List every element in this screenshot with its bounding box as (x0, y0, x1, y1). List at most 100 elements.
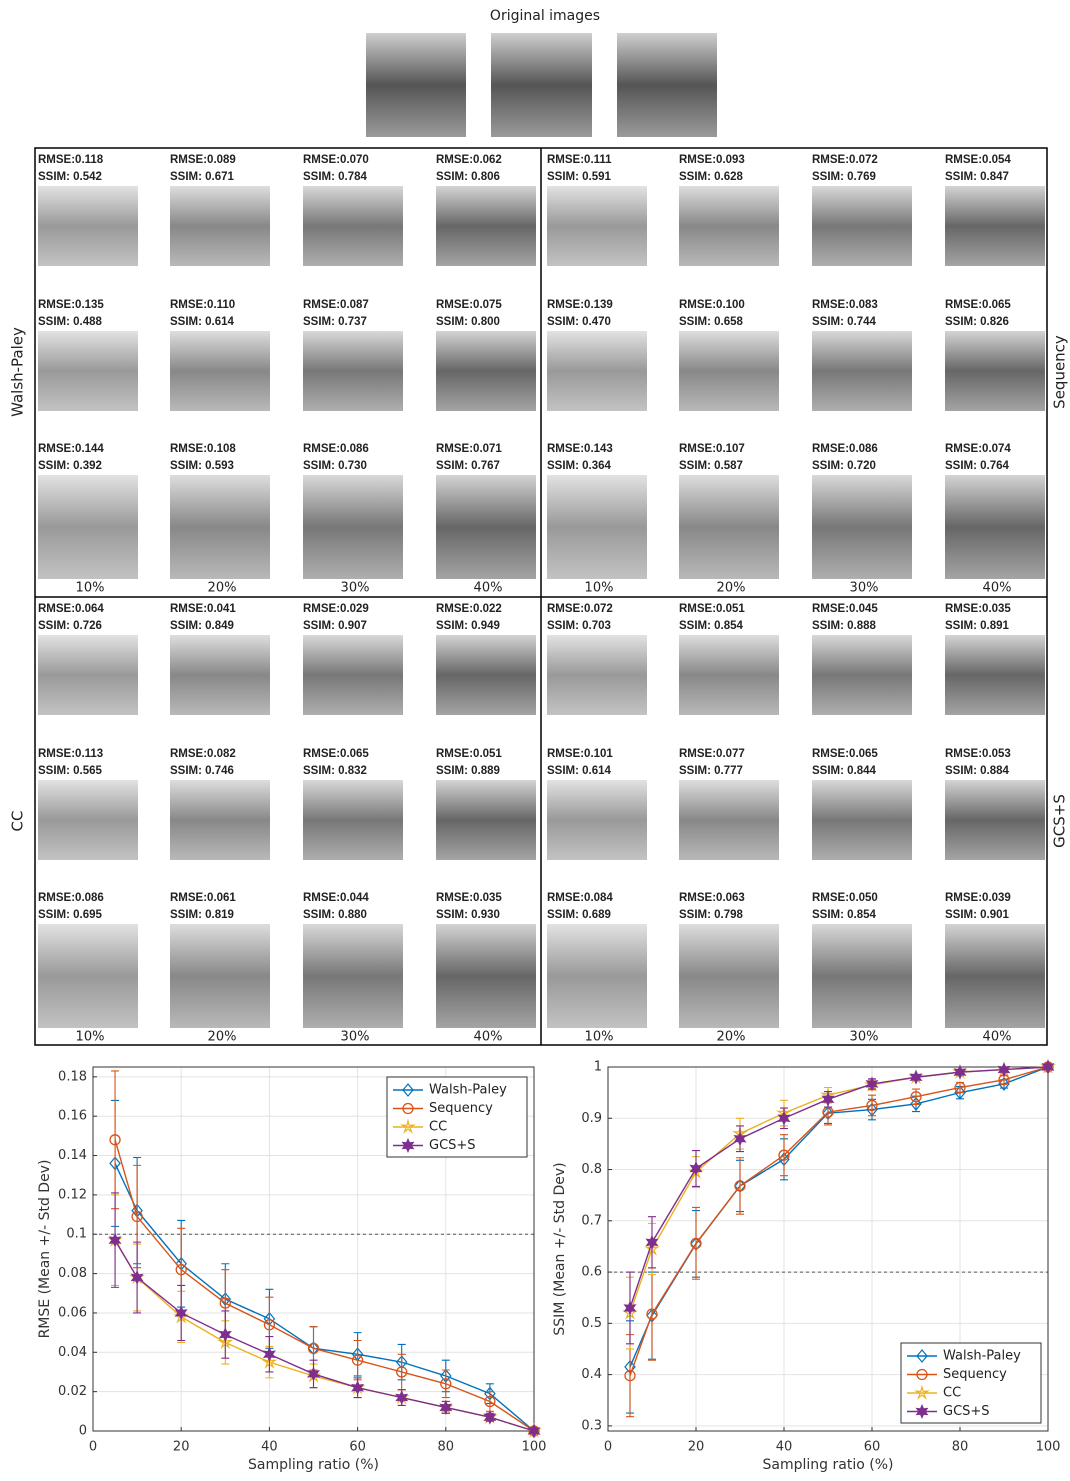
ssim-label: SSIM: 0.767 (436, 460, 500, 472)
rmse-label: RMSE:0.070 (303, 154, 369, 166)
x-tick-label: 20 (688, 1440, 705, 1455)
ssim-label: SSIM: 0.949 (436, 620, 500, 632)
ssim-label: SSIM: 0.930 (436, 909, 500, 921)
rmse-label: RMSE:0.113 (38, 748, 103, 760)
rmse-label: RMSE:0.065 (812, 748, 878, 760)
reconstruction-image (303, 635, 403, 715)
ssim-label: SSIM: 0.744 (812, 316, 877, 328)
reconstruction-image (945, 635, 1045, 715)
rmse-label: RMSE:0.101 (547, 748, 613, 760)
reconstruction-image (436, 331, 536, 411)
reconstruction-image (812, 331, 912, 411)
x-tick-label: 80 (438, 1440, 455, 1455)
rmse-label: RMSE:0.077 (679, 748, 745, 760)
ratio-label: 20% (208, 581, 237, 596)
y-tick-label: 0.04 (58, 1345, 87, 1360)
original-image (617, 33, 717, 137)
rmse-label: RMSE:0.071 (436, 443, 502, 455)
ssim-label: SSIM: 0.730 (303, 460, 367, 472)
ssim-label: SSIM: 0.844 (812, 765, 877, 777)
y-tick-label: 0.06 (58, 1305, 87, 1320)
original-image (491, 33, 592, 137)
ssim-label: SSIM: 0.800 (436, 316, 500, 328)
ratio-label: 30% (341, 581, 370, 596)
ssim-label: SSIM: 0.488 (38, 316, 103, 328)
rmse-label: RMSE:0.089 (170, 154, 236, 166)
ssim-label: SSIM: 0.614 (170, 316, 235, 328)
rmse-label: RMSE:0.084 (547, 892, 613, 904)
reconstruction-image (945, 331, 1045, 411)
reconstruction-image (436, 924, 536, 1028)
marker (647, 1236, 657, 1248)
originals-title: Original images (490, 8, 600, 24)
y-tick-label: 0.7 (581, 1213, 602, 1228)
ssim-label: SSIM: 0.884 (945, 765, 1010, 777)
rmse-label: RMSE:0.110 (170, 299, 235, 311)
error-bar (692, 1207, 700, 1279)
ssim-label: SSIM: 0.689 (547, 909, 611, 921)
ssim-label: SSIM: 0.764 (945, 460, 1010, 472)
reconstruction-image (303, 186, 403, 266)
error-bar (736, 1158, 744, 1214)
reconstruction-image (436, 780, 536, 860)
rmse-label: RMSE:0.022 (436, 603, 502, 615)
reconstruction-image (547, 780, 647, 860)
ssim-label: SSIM: 0.565 (38, 765, 103, 777)
reconstruction-image (547, 475, 647, 579)
ssim-label: SSIM: 0.806 (436, 171, 500, 183)
y-tick-label: 0.8 (581, 1162, 602, 1177)
ssim-label: SSIM: 0.907 (303, 620, 367, 632)
y-tick-label: 0.3 (581, 1418, 602, 1433)
rmse-label: RMSE:0.035 (436, 892, 502, 904)
reconstruction-image (945, 475, 1045, 579)
reconstruction-image (547, 924, 647, 1028)
x-tick-label: 40 (776, 1440, 793, 1455)
reconstruction-image (945, 186, 1045, 266)
rmse-label: RMSE:0.074 (945, 443, 1011, 455)
legend-label: Sequency (429, 1101, 493, 1116)
rmse-label: RMSE:0.054 (945, 154, 1011, 166)
ratio-label: 10% (585, 581, 614, 596)
reconstruction-image (38, 635, 138, 715)
x-tick-label: 0 (89, 1440, 97, 1455)
error-bar (648, 1268, 656, 1360)
y-axis-label: SSIM (Mean +/- Std Dev) (552, 1162, 568, 1335)
rmse-label: RMSE:0.062 (436, 154, 502, 166)
y-tick-label: 0.12 (58, 1187, 87, 1202)
ssim-label: SSIM: 0.587 (679, 460, 743, 472)
rmse-label: RMSE:0.075 (436, 299, 502, 311)
x-tick-label: 0 (604, 1440, 612, 1455)
series-line (630, 1067, 1048, 1313)
y-tick-label: 0.4 (581, 1367, 602, 1382)
reconstruction-image (170, 331, 270, 411)
panel-label: Walsh-Paley (9, 327, 27, 417)
rmse-label: RMSE:0.044 (303, 892, 369, 904)
ssim-label: SSIM: 0.737 (303, 316, 367, 328)
rmse-label: RMSE:0.061 (170, 892, 236, 904)
ssim-label: SSIM: 0.798 (679, 909, 744, 921)
reconstruction-image (436, 186, 536, 266)
series-line (630, 1067, 1048, 1367)
rmse-label: RMSE:0.050 (812, 892, 878, 904)
reconstruction-image (38, 475, 138, 579)
ratio-label: 40% (983, 581, 1012, 596)
rmse-label: RMSE:0.108 (170, 443, 236, 455)
ssim-label: SSIM: 0.891 (945, 620, 1010, 632)
ratio-label: 10% (585, 1030, 614, 1045)
reconstruction-image (945, 780, 1045, 860)
error-bar (486, 1392, 494, 1412)
ratio-label: 40% (474, 1030, 503, 1045)
rmse-label: RMSE:0.144 (38, 443, 104, 455)
ssim-label: SSIM: 0.901 (945, 909, 1010, 921)
reconstruction-image (38, 331, 138, 411)
reconstruction-image (170, 924, 270, 1028)
x-tick-label: 60 (349, 1440, 366, 1455)
ssim-label: SSIM: 0.819 (170, 909, 234, 921)
rmse-label: RMSE:0.039 (945, 892, 1011, 904)
rmse-label: RMSE:0.082 (170, 748, 236, 760)
reconstruction-image (679, 186, 779, 266)
ssim-label: SSIM: 0.854 (812, 909, 877, 921)
reconstruction-image (170, 475, 270, 579)
reconstruction-image (679, 924, 779, 1028)
rmse-label: RMSE:0.029 (303, 603, 369, 615)
